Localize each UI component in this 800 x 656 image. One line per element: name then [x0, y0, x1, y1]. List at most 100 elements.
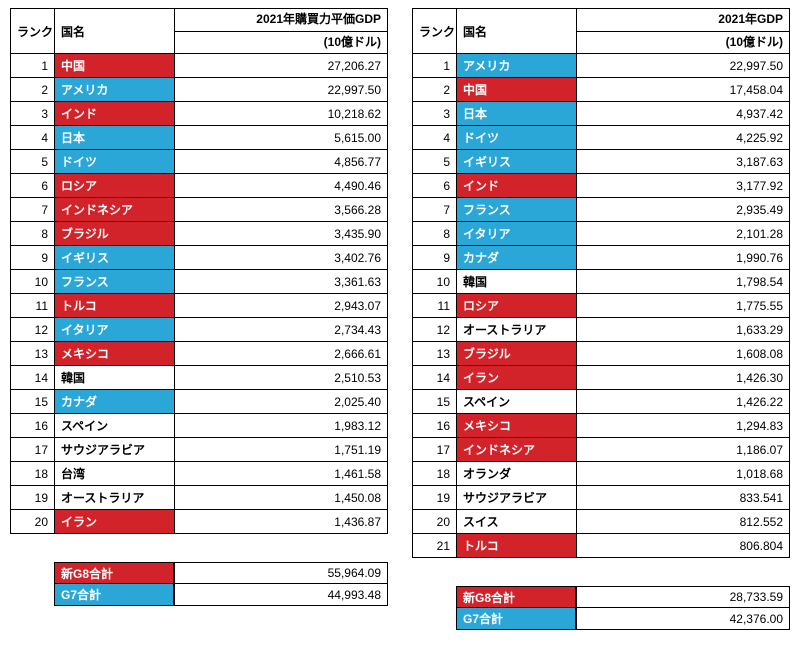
- value-cell: 1,294.83: [577, 414, 790, 438]
- value-cell: 1,751.19: [175, 438, 388, 462]
- country-cell: インドネシア: [55, 198, 175, 222]
- country-cell: フランス: [55, 270, 175, 294]
- value-cell: 812.552: [577, 510, 790, 534]
- table-row: 14韓国2,510.53: [11, 366, 388, 390]
- country-cell: イギリス: [55, 246, 175, 270]
- table-row: 3日本4,937.42: [413, 102, 790, 126]
- rank-cell: 19: [413, 486, 457, 510]
- country-cell: イタリア: [55, 318, 175, 342]
- table-row: 15カナダ2,025.40: [11, 390, 388, 414]
- table-row: 18オランダ1,018.68: [413, 462, 790, 486]
- value-cell: 1,426.30: [577, 366, 790, 390]
- left-table: ランク 国名 2021年購買力平価GDP (10億ドル) 1中国27,206.2…: [10, 8, 388, 534]
- value-cell: 4,490.46: [175, 174, 388, 198]
- value-cell: 806.804: [577, 534, 790, 558]
- rank-cell: 1: [11, 54, 55, 78]
- country-cell: インドネシア: [457, 438, 577, 462]
- country-cell: イラン: [55, 510, 175, 534]
- table-row: 21トルコ806.804: [413, 534, 790, 558]
- value-cell: 2,935.49: [577, 198, 790, 222]
- table-row: 6インド3,177.92: [413, 174, 790, 198]
- rank-cell: 10: [413, 270, 457, 294]
- value-cell: 3,177.92: [577, 174, 790, 198]
- country-cell: ドイツ: [55, 150, 175, 174]
- country-cell: メキシコ: [457, 414, 577, 438]
- value-cell: 27,206.27: [175, 54, 388, 78]
- rank-cell: 2: [11, 78, 55, 102]
- value-cell: 2,734.43: [175, 318, 388, 342]
- country-cell: 韓国: [55, 366, 175, 390]
- rank-cell: 8: [11, 222, 55, 246]
- table-row: 16メキシコ1,294.83: [413, 414, 790, 438]
- value-cell: 4,225.92: [577, 126, 790, 150]
- country-cell: メキシコ: [55, 342, 175, 366]
- country-cell: ブラジル: [55, 222, 175, 246]
- value-cell: 22,997.50: [577, 54, 790, 78]
- rank-cell: 10: [11, 270, 55, 294]
- rank-cell: 3: [413, 102, 457, 126]
- rank-cell: 2: [413, 78, 457, 102]
- rank-cell: 19: [11, 486, 55, 510]
- table-row: 6ロシア4,490.46: [11, 174, 388, 198]
- table-row: 11トルコ2,943.07: [11, 294, 388, 318]
- rank-cell: 11: [413, 294, 457, 318]
- country-cell: 日本: [55, 126, 175, 150]
- table-row: 17インドネシア1,186.07: [413, 438, 790, 462]
- table-row: 7フランス2,935.49: [413, 198, 790, 222]
- rank-cell: 18: [413, 462, 457, 486]
- country-cell: 中国: [55, 54, 175, 78]
- table-row: 15スペイン1,426.22: [413, 390, 790, 414]
- country-cell: 中国: [457, 78, 577, 102]
- rank-cell: 1: [413, 54, 457, 78]
- country-cell: ドイツ: [457, 126, 577, 150]
- country-cell: スペイン: [55, 414, 175, 438]
- table-row: 12イタリア2,734.43: [11, 318, 388, 342]
- table-row: 1中国27,206.27: [11, 54, 388, 78]
- value-cell: 1,633.29: [577, 318, 790, 342]
- table-row: 19サウジアラビア833.541: [413, 486, 790, 510]
- country-cell: ロシア: [55, 174, 175, 198]
- left-header-rank: ランク: [11, 9, 55, 54]
- country-cell: カナダ: [55, 390, 175, 414]
- country-cell: イギリス: [457, 150, 577, 174]
- table-row: 2アメリカ22,997.50: [11, 78, 388, 102]
- rank-cell: 14: [413, 366, 457, 390]
- table-row: 10韓国1,798.54: [413, 270, 790, 294]
- value-cell: 3,361.63: [175, 270, 388, 294]
- value-cell: 2,666.61: [175, 342, 388, 366]
- country-cell: インド: [55, 102, 175, 126]
- table-row: 16スペイン1,983.12: [11, 414, 388, 438]
- value-cell: 1,450.08: [175, 486, 388, 510]
- table-row: 3インド10,218.62: [11, 102, 388, 126]
- table-row: 11ロシア1,775.55: [413, 294, 790, 318]
- left-table-head: ランク 国名 2021年購買力平価GDP (10億ドル): [11, 9, 388, 54]
- right-table-head: ランク 国名 2021年GDP (10億ドル): [413, 9, 790, 54]
- country-cell: アメリカ: [55, 78, 175, 102]
- left-header-value-line2: (10億ドル): [175, 31, 388, 54]
- table-row: 12オーストラリア1,633.29: [413, 318, 790, 342]
- rank-cell: 5: [11, 150, 55, 174]
- table-row: 1アメリカ22,997.50: [413, 54, 790, 78]
- value-cell: 22,997.50: [175, 78, 388, 102]
- country-cell: 韓国: [457, 270, 577, 294]
- table-row: 19オーストラリア1,450.08: [11, 486, 388, 510]
- right-header-value-line2: (10億ドル): [577, 31, 790, 54]
- summary-spacer: [10, 562, 54, 584]
- right-table-block: ランク 国名 2021年GDP (10億ドル) 1アメリカ22,997.502中…: [412, 8, 790, 630]
- country-cell: スペイン: [457, 390, 577, 414]
- rank-cell: 12: [11, 318, 55, 342]
- table-row: 20スイス812.552: [413, 510, 790, 534]
- value-cell: 3,435.90: [175, 222, 388, 246]
- summary-label: 新G8合計: [54, 562, 174, 584]
- rank-cell: 17: [11, 438, 55, 462]
- rank-cell: 8: [413, 222, 457, 246]
- rank-cell: 7: [413, 198, 457, 222]
- table-row: 17サウジアラビア1,751.19: [11, 438, 388, 462]
- table-row: 18台湾1,461.58: [11, 462, 388, 486]
- value-cell: 3,187.63: [577, 150, 790, 174]
- table-row: 4ドイツ4,225.92: [413, 126, 790, 150]
- summary-spacer: [412, 608, 456, 630]
- summary-value: 44,993.48: [174, 584, 388, 606]
- summary-spacer: [412, 586, 456, 608]
- value-cell: 1,798.54: [577, 270, 790, 294]
